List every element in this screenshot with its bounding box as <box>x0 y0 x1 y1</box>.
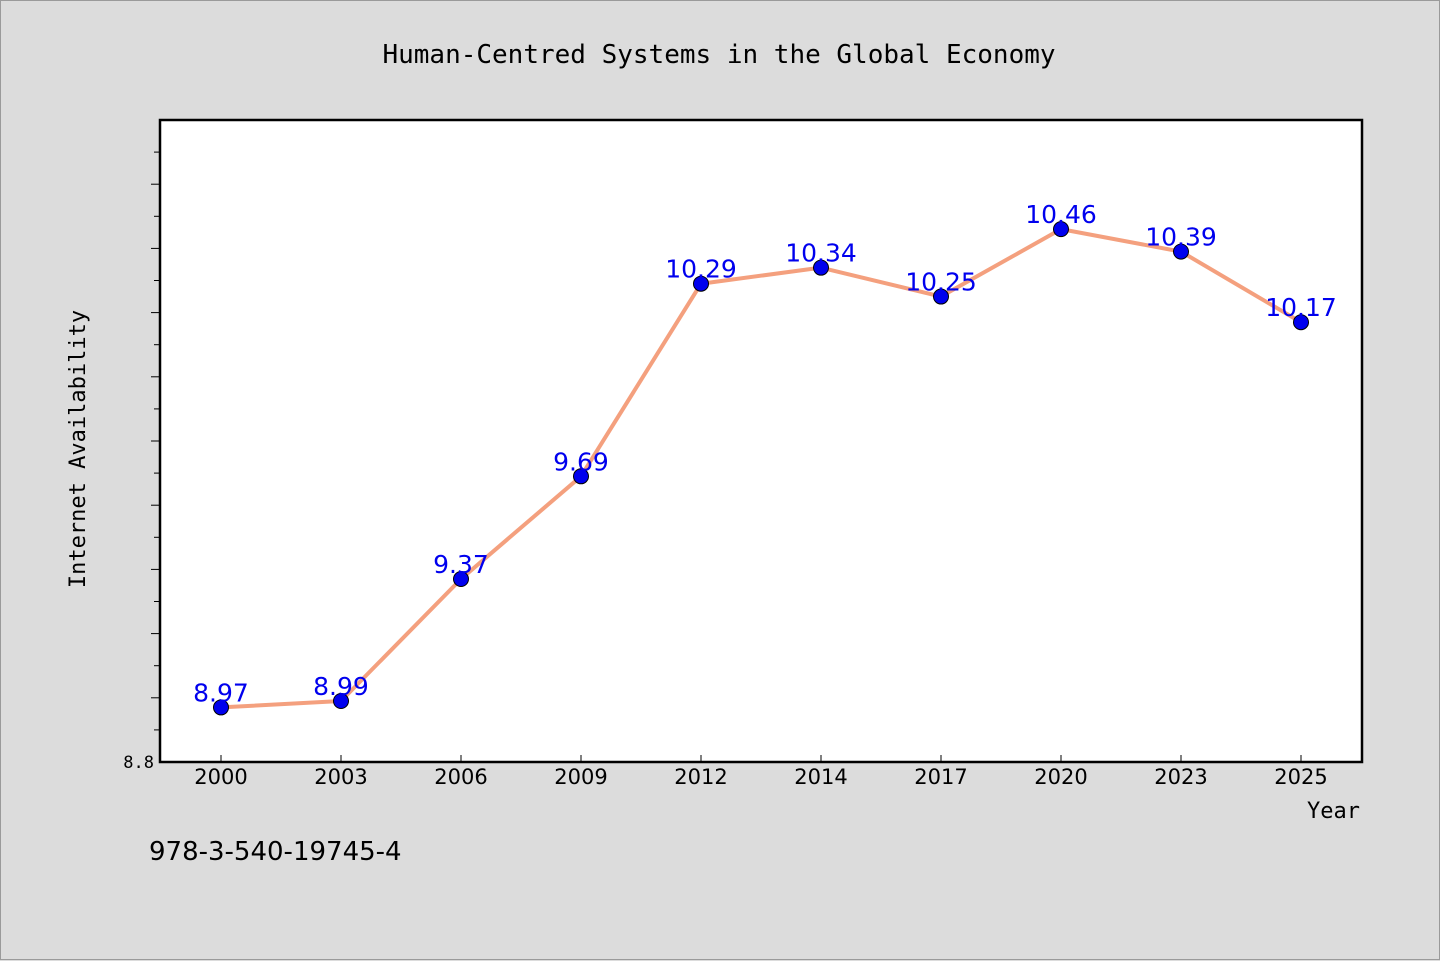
data-point <box>213 699 229 716</box>
y-tick-label: 8.8 <box>123 753 154 773</box>
x-tick-label: 2000 <box>194 765 247 789</box>
series-line <box>219 227 1303 710</box>
x-axis-ticks: 2000 2003 2006 2009 2012 2014 2017 2020 2023 2025 <box>194 755 1328 789</box>
data-point <box>813 259 829 276</box>
data-label: 10.25 <box>905 268 977 297</box>
x-tick-label: 2006 <box>434 765 487 789</box>
data-labels: 8.97 8.99 9.37 9.69 10.29 10.34 10.25 10.46 10.3… <box>193 200 1337 707</box>
data-markers <box>213 221 1309 716</box>
data-point <box>1053 221 1069 238</box>
data-label: 10.46 <box>1025 200 1097 229</box>
data-point <box>453 571 469 588</box>
x-tick-label: 2025 <box>1274 765 1327 789</box>
isbn-text: 978-3-540-19745-4 <box>149 837 402 867</box>
data-label: 10.29 <box>665 255 737 284</box>
data-label: 9.69 <box>553 447 609 476</box>
x-tick-label: 2012 <box>674 765 727 789</box>
plot-area <box>158 118 1364 764</box>
data-label: 10.34 <box>785 239 857 268</box>
x-tick-label: 2023 <box>1154 765 1207 789</box>
data-point <box>333 693 349 710</box>
x-tick-label: 2020 <box>1034 765 1087 789</box>
x-tick-label: 2009 <box>554 765 607 789</box>
series-line-group <box>219 227 1303 710</box>
x-axis-label: Year <box>1307 799 1360 824</box>
data-label: 10.17 <box>1265 293 1337 322</box>
data-label: 8.97 <box>193 678 249 707</box>
chart-title: Human-Centred Systems in the Global Econ… <box>382 40 1055 70</box>
x-tick-label: 2003 <box>314 765 367 789</box>
x-tick-label: 2014 <box>794 765 847 789</box>
y-axis-ticks: 8.8 <box>123 151 160 773</box>
data-point <box>573 468 589 485</box>
data-label: 9.37 <box>433 550 489 579</box>
data-point <box>933 288 949 305</box>
y-axis-label: Internet Availability <box>66 310 91 588</box>
data-label: 10.39 <box>1145 223 1217 252</box>
data-point <box>1293 314 1309 331</box>
data-point <box>1173 243 1189 260</box>
x-tick-label: 2017 <box>914 765 967 789</box>
data-label: 8.99 <box>313 672 369 701</box>
data-point <box>693 275 709 292</box>
